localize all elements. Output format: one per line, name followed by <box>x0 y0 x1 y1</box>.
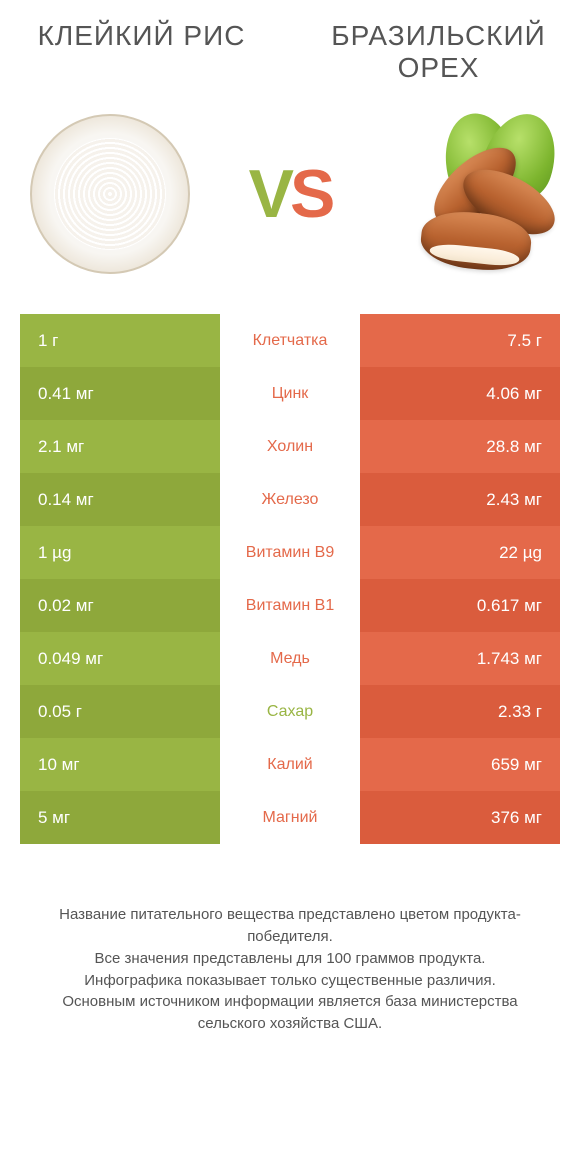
right-value: 0.617 мг <box>360 579 560 632</box>
right-value: 7.5 г <box>360 314 560 367</box>
nutrient-label: Холин <box>220 420 360 473</box>
title-right: БРАЗИЛЬСКИЙ ОРЕХ <box>317 20 560 84</box>
right-value: 4.06 мг <box>360 367 560 420</box>
table-row: 0.049 мгМедь1.743 мг <box>20 632 560 685</box>
footer-notes: Название питательного вещества представл… <box>20 904 560 1035</box>
nutrient-label: Железо <box>220 473 360 526</box>
left-value: 10 мг <box>20 738 220 791</box>
infographic: КЛЕЙКИЙ РИС БРАЗИЛЬСКИЙ ОРЕХ VS 1 гКлетч… <box>0 0 580 1035</box>
vs-s: S <box>290 155 331 233</box>
table-row: 5 мгМагний376 мг <box>20 791 560 844</box>
right-value: 376 мг <box>360 791 560 844</box>
left-value: 0.05 г <box>20 685 220 738</box>
nutrient-label: Цинк <box>220 367 360 420</box>
title-left: КЛЕЙКИЙ РИС <box>20 20 263 84</box>
footer-line: Основным источником информации является … <box>30 991 550 1035</box>
nutrient-label: Сахар <box>220 685 360 738</box>
table-row: 1 гКлетчатка7.5 г <box>20 314 560 367</box>
left-value: 1 г <box>20 314 220 367</box>
footer-line: Название питательного вещества представл… <box>30 904 550 948</box>
nutrient-label: Витамин B1 <box>220 579 360 632</box>
right-value: 659 мг <box>360 738 560 791</box>
table-row: 2.1 мгХолин28.8 мг <box>20 420 560 473</box>
left-value: 0.41 мг <box>20 367 220 420</box>
rice-bowl-icon <box>30 114 190 274</box>
left-value: 0.049 мг <box>20 632 220 685</box>
table-row: 0.41 мгЦинк4.06 мг <box>20 367 560 420</box>
right-value: 1.743 мг <box>360 632 560 685</box>
left-value: 1 µg <box>20 526 220 579</box>
left-value: 5 мг <box>20 791 220 844</box>
left-image <box>20 104 200 284</box>
comparison-table: 1 гКлетчатка7.5 г0.41 мгЦинк4.06 мг2.1 м… <box>20 314 560 844</box>
right-value: 2.33 г <box>360 685 560 738</box>
table-row: 0.02 мгВитамин B10.617 мг <box>20 579 560 632</box>
nutrient-label: Калий <box>220 738 360 791</box>
table-row: 10 мгКалий659 мг <box>20 738 560 791</box>
table-row: 0.05 гСахар2.33 г <box>20 685 560 738</box>
table-row: 1 µgВитамин B922 µg <box>20 526 560 579</box>
nutrient-label: Магний <box>220 791 360 844</box>
left-value: 0.02 мг <box>20 579 220 632</box>
footer-line: Инфографика показывает только существенн… <box>30 970 550 992</box>
images-row: VS <box>20 104 560 284</box>
footer-line: Все значения представлены для 100 граммо… <box>30 948 550 970</box>
vs-label: VS <box>249 155 332 233</box>
nutrient-label: Витамин B9 <box>220 526 360 579</box>
nutrient-label: Клетчатка <box>220 314 360 367</box>
nutrient-label: Медь <box>220 632 360 685</box>
titles-row: КЛЕЙКИЙ РИС БРАЗИЛЬСКИЙ ОРЕХ <box>20 20 560 84</box>
table-row: 0.14 мгЖелезо2.43 мг <box>20 473 560 526</box>
vs-v: V <box>249 155 290 233</box>
left-value: 0.14 мг <box>20 473 220 526</box>
right-image <box>380 104 560 284</box>
left-value: 2.1 мг <box>20 420 220 473</box>
right-value: 28.8 мг <box>360 420 560 473</box>
brazil-nut-icon <box>385 119 555 269</box>
right-value: 22 µg <box>360 526 560 579</box>
right-value: 2.43 мг <box>360 473 560 526</box>
